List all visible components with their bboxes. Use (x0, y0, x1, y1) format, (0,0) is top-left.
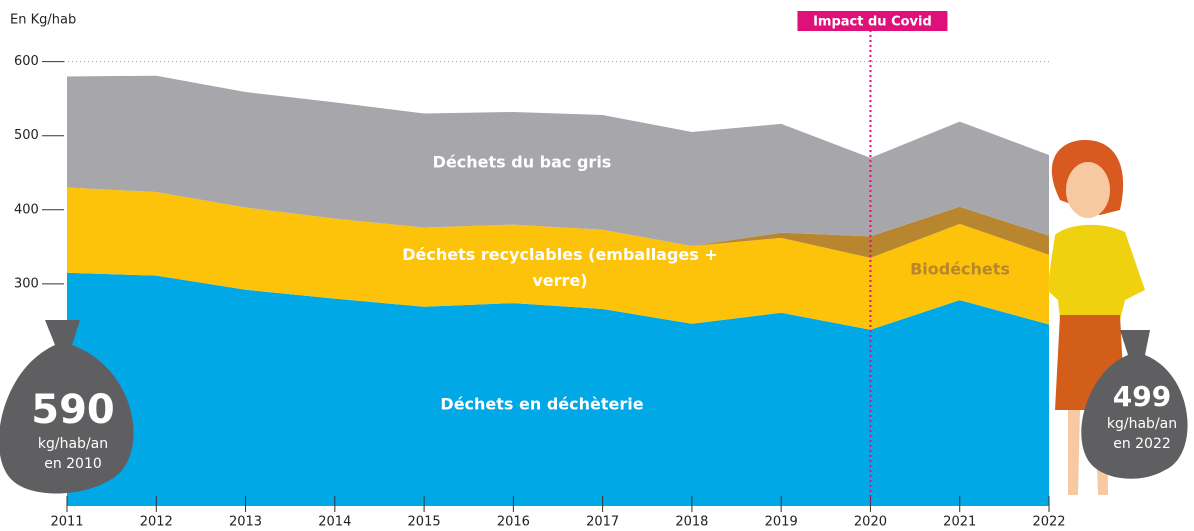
marker-label: Impact du Covid (813, 15, 932, 30)
callout-text: en 2022 (1113, 436, 1171, 452)
x-tick-label: 2011 (50, 515, 83, 530)
area (67, 272, 1049, 506)
y-tick-label: 400 (14, 202, 39, 217)
area (67, 75, 1049, 247)
x-tick-label: 2014 (318, 515, 351, 530)
x-tick-label: 2021 (943, 515, 976, 530)
y-tick-label: 500 (14, 128, 39, 143)
bag (1081, 330, 1188, 479)
y-tick-label: 600 (14, 54, 39, 69)
y-tick-label: 300 (14, 276, 39, 291)
x-tick-label: 2015 (408, 515, 441, 530)
callout-value: 499 (1113, 380, 1171, 413)
callout-text: en 2010 (44, 456, 102, 472)
x-tick-label: 2012 (140, 515, 173, 530)
callout-value: 590 (31, 387, 115, 433)
illustration (0, 140, 1188, 495)
area (67, 187, 1049, 258)
series-label: Biodéchets (910, 260, 1010, 279)
x-tick-label: 2016 (497, 515, 530, 530)
x-tick-label: 2022 (1032, 515, 1065, 530)
x-tick-label: 2018 (675, 515, 708, 530)
series-label: Déchets en déchèterie (440, 395, 643, 414)
bag (0, 320, 134, 494)
marker-box (797, 11, 948, 31)
x-tick-label: 2019 (765, 515, 798, 530)
x-tick-label: 2013 (229, 515, 262, 530)
series-label: Déchets recyclables (emballages + verre) (402, 245, 718, 290)
x-tick-label: 2017 (586, 515, 619, 530)
series-label: Déchets du bac gris (433, 153, 612, 172)
y-axis-label: En Kg/hab (10, 13, 76, 28)
callout-text: kg/hab/an (1107, 416, 1177, 432)
x-tick-label: 2020 (854, 515, 887, 530)
callout-text: kg/hab/an (38, 436, 108, 452)
face (1066, 162, 1110, 218)
body (1047, 224, 1145, 320)
area (67, 187, 1049, 330)
